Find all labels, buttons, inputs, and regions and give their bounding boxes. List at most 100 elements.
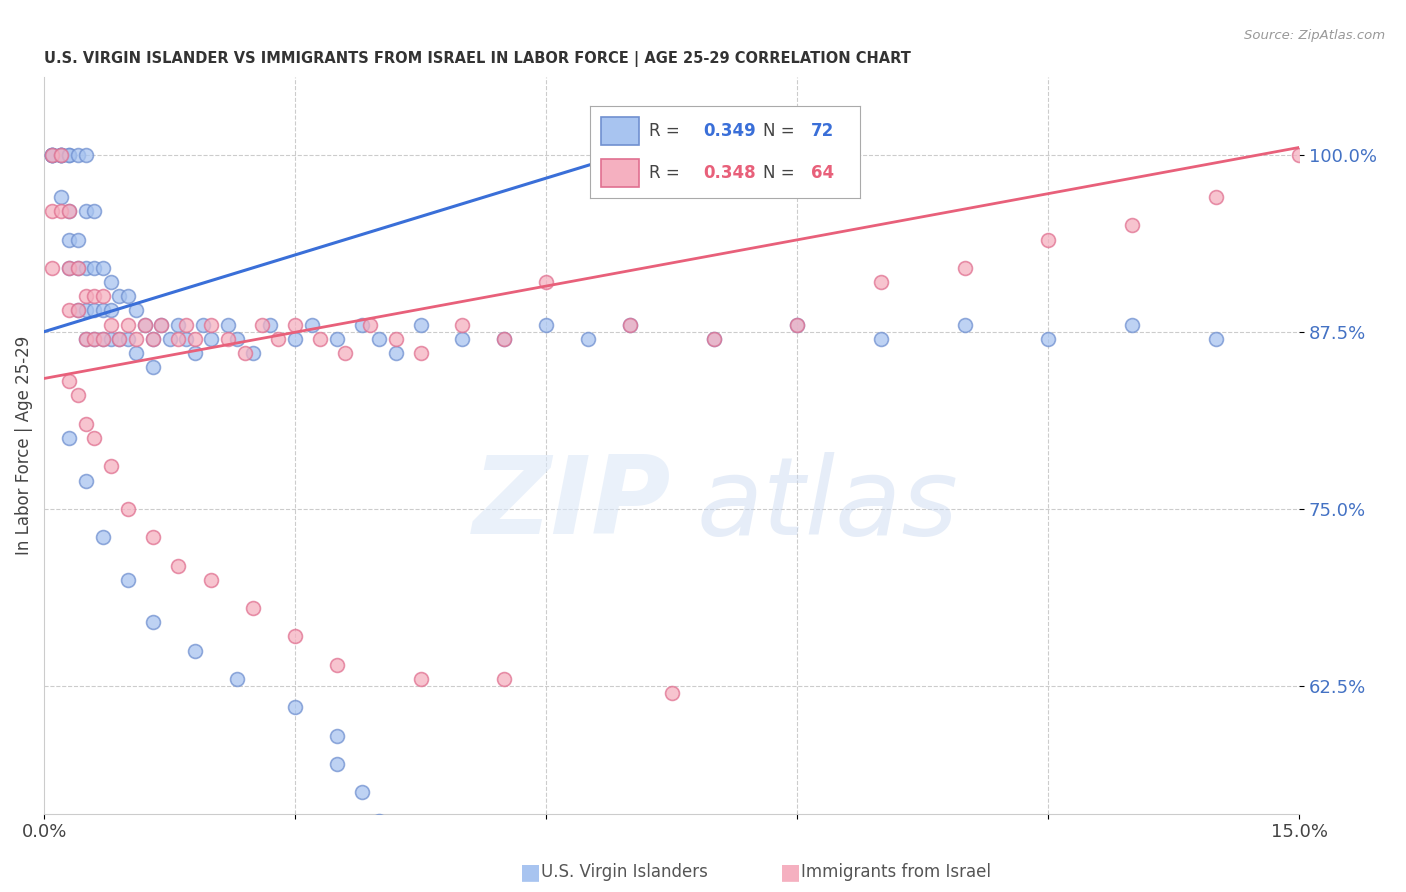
Point <box>233 346 256 360</box>
Point <box>167 318 190 332</box>
Point <box>225 332 247 346</box>
Point <box>1121 219 1143 233</box>
Point <box>176 318 198 332</box>
Point <box>58 303 80 318</box>
Point <box>58 233 80 247</box>
Point <box>91 260 114 275</box>
Point <box>869 332 891 346</box>
Point <box>66 260 89 275</box>
Point <box>619 318 641 332</box>
Point <box>183 332 205 346</box>
Point <box>200 573 222 587</box>
Point <box>83 431 105 445</box>
Point <box>41 147 63 161</box>
Text: Source: ZipAtlas.com: Source: ZipAtlas.com <box>1244 29 1385 42</box>
Point <box>409 318 432 332</box>
Point <box>1038 332 1060 346</box>
Point <box>451 318 474 332</box>
Point <box>117 289 139 303</box>
Point <box>75 474 97 488</box>
Point <box>58 204 80 219</box>
Point <box>250 318 273 332</box>
Point <box>58 260 80 275</box>
Point <box>91 303 114 318</box>
Point <box>58 147 80 161</box>
Point <box>225 672 247 686</box>
Point <box>66 388 89 402</box>
Point <box>83 289 105 303</box>
Point <box>217 332 239 346</box>
Point <box>142 332 165 346</box>
Point <box>534 318 557 332</box>
Text: Immigrants from Israel: Immigrants from Israel <box>801 863 991 881</box>
Text: U.S. Virgin Islanders: U.S. Virgin Islanders <box>541 863 709 881</box>
Text: U.S. VIRGIN ISLANDER VS IMMIGRANTS FROM ISRAEL IN LABOR FORCE | AGE 25-29 CORREL: U.S. VIRGIN ISLANDER VS IMMIGRANTS FROM … <box>44 51 911 67</box>
Point <box>117 318 139 332</box>
Point <box>409 672 432 686</box>
Point <box>49 204 72 219</box>
Point <box>49 147 72 161</box>
Point <box>58 374 80 388</box>
Point <box>326 657 349 672</box>
Point <box>49 190 72 204</box>
Point <box>1038 233 1060 247</box>
Point <box>352 318 374 332</box>
Point <box>217 318 239 332</box>
Point <box>41 147 63 161</box>
Point <box>75 332 97 346</box>
Point <box>167 558 190 573</box>
Point <box>41 147 63 161</box>
Point <box>576 332 599 346</box>
Point <box>91 289 114 303</box>
Point <box>661 686 683 700</box>
Point <box>125 332 148 346</box>
Point <box>58 204 80 219</box>
Point <box>117 332 139 346</box>
Point <box>384 346 406 360</box>
Point <box>125 303 148 318</box>
Point <box>367 332 389 346</box>
Point <box>41 204 63 219</box>
Point <box>702 332 724 346</box>
Point <box>352 785 374 799</box>
Point <box>108 289 131 303</box>
Point <box>494 332 516 346</box>
Point <box>309 332 332 346</box>
Text: ■: ■ <box>520 863 541 882</box>
Point <box>326 729 349 743</box>
Point <box>91 332 114 346</box>
Point <box>335 346 357 360</box>
Point <box>142 530 165 544</box>
Point <box>75 289 97 303</box>
Point <box>326 756 349 771</box>
Text: ZIP: ZIP <box>474 451 672 557</box>
Point <box>284 332 307 346</box>
Point <box>786 318 808 332</box>
Point <box>41 260 63 275</box>
Point <box>359 318 381 332</box>
Point <box>117 573 139 587</box>
Point <box>183 346 205 360</box>
Point <box>150 318 173 332</box>
Text: atlas: atlas <box>697 451 959 557</box>
Point <box>301 318 323 332</box>
Point <box>284 629 307 643</box>
Point <box>75 204 97 219</box>
Point <box>451 332 474 346</box>
Point <box>619 318 641 332</box>
Point <box>83 204 105 219</box>
Point <box>125 346 148 360</box>
Point <box>1121 318 1143 332</box>
Point <box>83 303 105 318</box>
Point <box>49 147 72 161</box>
Point <box>176 332 198 346</box>
Point <box>91 530 114 544</box>
Point <box>75 332 97 346</box>
Point <box>91 332 114 346</box>
Point <box>869 275 891 289</box>
Point <box>150 318 173 332</box>
Point <box>284 318 307 332</box>
Point <box>100 332 122 346</box>
Point <box>1288 147 1310 161</box>
Point <box>108 332 131 346</box>
